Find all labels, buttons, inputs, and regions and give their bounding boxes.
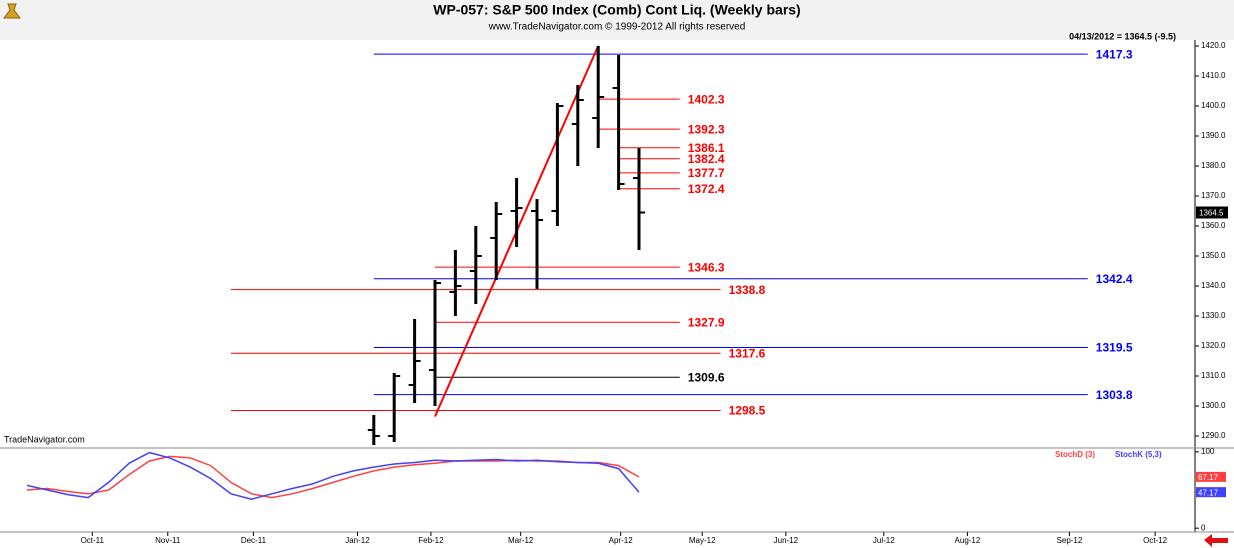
y-tick-label: 0 bbox=[1201, 523, 1206, 532]
level-label: 1298.5 bbox=[729, 404, 766, 418]
x-tick-label: Jun-12 bbox=[774, 536, 799, 545]
last-value-box bbox=[1196, 487, 1226, 498]
y-tick-label: 1420.0 bbox=[1201, 41, 1226, 50]
last-price-label: 1364.5 bbox=[1199, 209, 1224, 218]
x-tick-label: Oct-12 bbox=[1143, 536, 1168, 545]
scroll-arrow[interactable] bbox=[1204, 534, 1228, 547]
x-tick-label: Nov-11 bbox=[155, 536, 181, 545]
level-label: 1319.5 bbox=[1096, 341, 1133, 355]
watermark: TradeNavigator.com bbox=[4, 434, 85, 444]
x-tick-label: Mar-12 bbox=[508, 536, 534, 545]
level-label: 1392.3 bbox=[688, 122, 725, 136]
level-label: 1317.6 bbox=[729, 346, 766, 360]
y-tick-label: 1310.0 bbox=[1201, 371, 1226, 380]
level-label: 1417.3 bbox=[1096, 47, 1133, 61]
y-tick-label: 1360.0 bbox=[1201, 221, 1226, 230]
last-price-box bbox=[1196, 206, 1228, 219]
y-tick-label: 1380.0 bbox=[1201, 161, 1226, 170]
x-tick-label: Oct-11 bbox=[81, 536, 105, 545]
legend-entry: StochK (5,3) bbox=[1115, 450, 1162, 459]
level-label: 1342.4 bbox=[1096, 272, 1133, 286]
level-label: 1402.3 bbox=[688, 92, 725, 106]
last-value-box bbox=[1196, 471, 1226, 482]
x-tick-label: Jul-12 bbox=[873, 536, 895, 545]
logo-icon bbox=[3, 3, 21, 19]
level-label: 1377.7 bbox=[688, 166, 725, 180]
y-tick-label: 1400.0 bbox=[1201, 101, 1226, 110]
legend-entry: StochD (3) bbox=[1055, 450, 1095, 459]
price-header: 04/13/2012 = 1364.5 (-9.5) bbox=[1069, 31, 1176, 41]
y-tick-label: 1330.0 bbox=[1201, 311, 1226, 320]
x-tick-label: Aug-12 bbox=[955, 536, 981, 545]
x-tick-label: May-12 bbox=[689, 536, 716, 545]
stoch-line bbox=[26, 451, 640, 500]
y-tick-label: 1340.0 bbox=[1201, 281, 1226, 290]
x-tick-label: Dec-11 bbox=[241, 536, 267, 545]
y-tick-label: 1350.0 bbox=[1201, 251, 1226, 260]
level-label: 1309.6 bbox=[688, 370, 725, 384]
y-tick-label: 100 bbox=[1201, 447, 1215, 456]
level-label: 1372.4 bbox=[688, 182, 725, 196]
level-label: 1338.8 bbox=[729, 283, 766, 297]
y-tick-label: 1290.0 bbox=[1201, 431, 1226, 440]
y-tick-label: 1390.0 bbox=[1201, 131, 1226, 140]
stoch-line bbox=[26, 455, 640, 499]
last-value-label: 67.17 bbox=[1198, 473, 1219, 482]
level-label: 1346.3 bbox=[688, 260, 725, 274]
last-value-label: 47.17 bbox=[1198, 488, 1219, 497]
y-tick-label: 1320.0 bbox=[1201, 341, 1226, 350]
level-label: 1382.4 bbox=[688, 152, 725, 166]
level-label: 1303.8 bbox=[1096, 388, 1133, 402]
x-tick-label: Jan-12 bbox=[345, 536, 370, 545]
y-tick-label: 1410.0 bbox=[1201, 71, 1226, 80]
y-tick-label: 1370.0 bbox=[1201, 191, 1226, 200]
header-bar bbox=[0, 0, 1234, 40]
x-tick-label: Feb-12 bbox=[418, 536, 444, 545]
level-label: 1327.9 bbox=[688, 315, 725, 329]
chart-subtitle: www.TradeNavigator.com © 1999-2012 All r… bbox=[488, 22, 746, 33]
y-tick-label: 1300.0 bbox=[1201, 401, 1226, 410]
axes: 1290.0 1300.0 1310.0 1320.0 1330.0 1340.0 1350… bbox=[81, 41, 1228, 545]
x-tick-label: Sep-12 bbox=[1057, 536, 1083, 545]
stoch-panel bbox=[26, 451, 640, 500]
chart-title: WP-057: S&P 500 Index (Comb) Cont Liq. (… bbox=[433, 2, 800, 18]
level-label: 1386.1 bbox=[688, 141, 725, 155]
x-tick-label: Apr-12 bbox=[609, 536, 634, 545]
